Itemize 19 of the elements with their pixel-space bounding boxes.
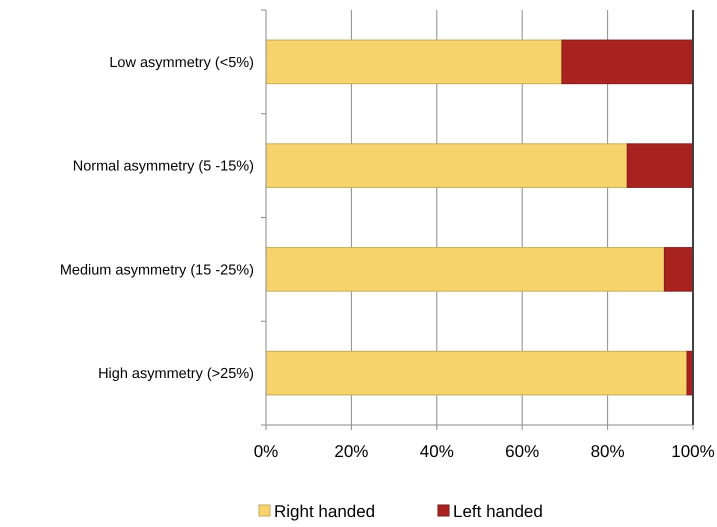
bar bbox=[626, 143, 694, 188]
bar bbox=[266, 247, 665, 292]
bar bbox=[266, 143, 628, 188]
x-tick-label: 100% bbox=[671, 442, 715, 461]
y-tick-label: Medium asymmetry (15 -25%) bbox=[60, 262, 254, 278]
y-tick-label: Low asymmetry (<5%) bbox=[109, 54, 254, 71]
bar bbox=[664, 247, 694, 292]
y-tick-label: Normal asymmetry (5 -15%) bbox=[72, 158, 254, 175]
x-tick-label: 40% bbox=[420, 442, 454, 461]
bar bbox=[266, 350, 688, 396]
x-tick-label: 0% bbox=[254, 442, 278, 461]
bar bbox=[266, 40, 562, 84]
x-tick-label: 80% bbox=[590, 442, 625, 461]
legend-label: Left handed bbox=[453, 502, 543, 521]
legend-label: Right handed bbox=[274, 502, 376, 521]
bar bbox=[561, 40, 694, 84]
x-tick-label: 20% bbox=[334, 442, 368, 461]
x-tick-label: 60% bbox=[505, 442, 540, 461]
y-tick-label: High asymmetry (>25%) bbox=[98, 366, 254, 382]
